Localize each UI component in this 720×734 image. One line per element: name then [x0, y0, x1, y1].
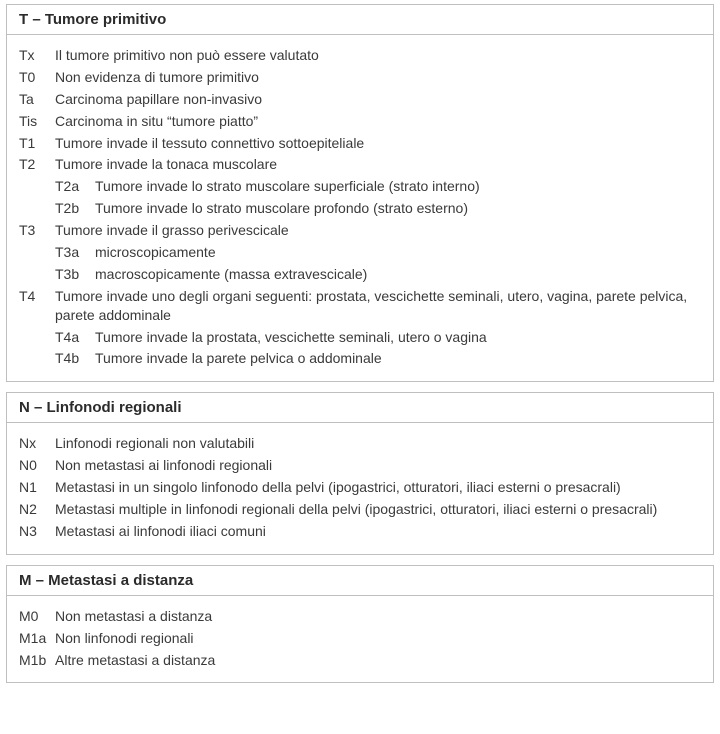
- code-cell: T2: [19, 155, 55, 174]
- table-row: M0Non metastasi a distanza: [19, 607, 701, 626]
- code-cell: N0: [19, 456, 55, 475]
- table-row: T2bTumore invade lo strato muscolare pro…: [19, 199, 701, 218]
- desc-cell: Tumore invade lo strato muscolare profon…: [95, 199, 701, 218]
- table-row: T0Non evidenza di tumore primitivo: [19, 68, 701, 87]
- panel-t-header: T – Tumore primitivo: [7, 5, 713, 35]
- desc-cell: Il tumore primitivo non può essere valut…: [55, 46, 701, 65]
- desc-cell: Tumore invade il tessuto connettivo sott…: [55, 134, 701, 153]
- table-row: M1aNon linfonodi regionali: [19, 629, 701, 648]
- desc-cell: Tumore invade la prostata, vescichette s…: [95, 328, 701, 347]
- table-row: NxLinfonodi regionali non valutabili: [19, 434, 701, 453]
- table-row: N2Metastasi multiple in linfonodi region…: [19, 500, 701, 519]
- table-row: T2aTumore invade lo strato muscolare sup…: [19, 177, 701, 196]
- desc-cell: Metastasi ai linfonodi iliaci comuni: [55, 522, 701, 541]
- table-row: T3Tumore invade il grasso perivescicale: [19, 221, 701, 240]
- table-row: T4bTumore invade la parete pelvica o add…: [19, 349, 701, 368]
- desc-cell: Linfonodi regionali non valutabili: [55, 434, 701, 453]
- panel-t: T – Tumore primitivo TxIl tumore primiti…: [6, 4, 714, 382]
- desc-cell: Carcinoma in situ “tumore piatto”: [55, 112, 701, 131]
- panel-n: N – Linfonodi regionali NxLinfonodi regi…: [6, 392, 714, 554]
- code-cell: N1: [19, 478, 55, 497]
- panel-m-header: M – Metastasi a distanza: [7, 566, 713, 596]
- table-row: T4aTumore invade la prostata, vescichett…: [19, 328, 701, 347]
- table-row: TisCarcinoma in situ “tumore piatto”: [19, 112, 701, 131]
- code-cell: N2: [19, 500, 55, 519]
- code-cell: T2b: [55, 199, 95, 218]
- code-cell: T1: [19, 134, 55, 153]
- table-row: TxIl tumore primitivo non può essere val…: [19, 46, 701, 65]
- table-row: N3Metastasi ai linfonodi iliaci comuni: [19, 522, 701, 541]
- table-row: M1bAltre metastasi a distanza: [19, 651, 701, 670]
- desc-cell: Non evidenza di tumore primitivo: [55, 68, 701, 87]
- desc-cell: microscopicamente: [95, 243, 701, 262]
- desc-cell: Tumore invade il grasso perivescicale: [55, 221, 701, 240]
- desc-cell: Non linfonodi regionali: [55, 629, 701, 648]
- code-cell: Ta: [19, 90, 55, 109]
- desc-cell: Metastasi multiple in linfonodi regional…: [55, 500, 701, 519]
- desc-cell: Non metastasi ai linfonodi regionali: [55, 456, 701, 475]
- code-cell: T4b: [55, 349, 95, 368]
- table-row: T3bmacroscopicamente (massa extravescica…: [19, 265, 701, 284]
- desc-cell: Metastasi in un singolo linfonodo della …: [55, 478, 701, 497]
- code-cell: M0: [19, 607, 55, 626]
- panel-t-body: TxIl tumore primitivo non può essere val…: [7, 35, 713, 381]
- code-cell: T3b: [55, 265, 95, 284]
- desc-cell: Altre metastasi a distanza: [55, 651, 701, 670]
- desc-cell: Tumore invade la parete pelvica o addomi…: [95, 349, 701, 368]
- code-cell: T3: [19, 221, 55, 240]
- desc-cell: Tumore invade uno degli organi seguenti:…: [55, 287, 701, 325]
- desc-cell: Non metastasi a distanza: [55, 607, 701, 626]
- desc-cell: Carcinoma papillare non-invasivo: [55, 90, 701, 109]
- table-row: T4Tumore invade uno degli organi seguent…: [19, 287, 701, 325]
- code-cell: T3a: [55, 243, 95, 262]
- table-row: TaCarcinoma papillare non-invasivo: [19, 90, 701, 109]
- table-row: T2Tumore invade la tonaca muscolare: [19, 155, 701, 174]
- panel-n-body: NxLinfonodi regionali non valutabili N0N…: [7, 423, 713, 553]
- table-row: T3amicroscopicamente: [19, 243, 701, 262]
- code-cell: Tis: [19, 112, 55, 131]
- panel-m: M – Metastasi a distanza M0Non metastasi…: [6, 565, 714, 684]
- code-cell: T4: [19, 287, 55, 306]
- panel-m-body: M0Non metastasi a distanza M1aNon linfon…: [7, 596, 713, 683]
- table-row: N1Metastasi in un singolo linfonodo dell…: [19, 478, 701, 497]
- panel-n-header: N – Linfonodi regionali: [7, 393, 713, 423]
- desc-cell: macroscopicamente (massa extravescicale): [95, 265, 701, 284]
- code-cell: T2a: [55, 177, 95, 196]
- table-row: T1Tumore invade il tessuto connettivo so…: [19, 134, 701, 153]
- code-cell: T4a: [55, 328, 95, 347]
- code-cell: N3: [19, 522, 55, 541]
- code-cell: Nx: [19, 434, 55, 453]
- code-cell: M1b: [19, 651, 55, 670]
- table-row: N0Non metastasi ai linfonodi regionali: [19, 456, 701, 475]
- desc-cell: Tumore invade lo strato muscolare superf…: [95, 177, 701, 196]
- code-cell: T0: [19, 68, 55, 87]
- code-cell: M1a: [19, 629, 55, 648]
- desc-cell: Tumore invade la tonaca muscolare: [55, 155, 701, 174]
- code-cell: Tx: [19, 46, 55, 65]
